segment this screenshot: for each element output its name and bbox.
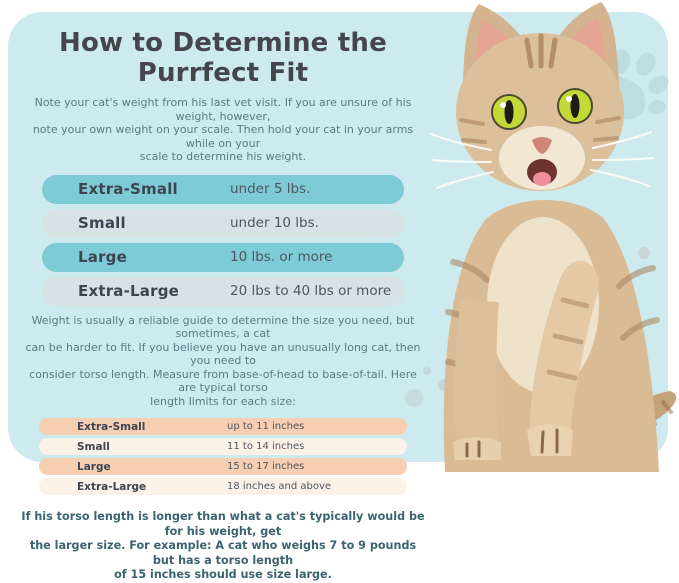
weight-size-table: Extra-Small under 5 lbs. Small under 10 … bbox=[20, 174, 426, 306]
size-label: Extra-Small bbox=[78, 180, 178, 198]
weight-table-row: Extra-Small under 5 lbs. bbox=[42, 174, 404, 204]
torso-table-row: Extra-Large 18 inches and above bbox=[39, 478, 407, 495]
weight-value: under 5 lbs. bbox=[230, 181, 311, 197]
torso-table-row: Extra-Small up to 11 inches bbox=[39, 418, 407, 435]
intro-paragraph: Note your cat's weight from his last vet… bbox=[32, 96, 414, 163]
torso-table-row: Small 11 to 14 inches bbox=[39, 438, 407, 455]
size-label: Small bbox=[78, 214, 126, 232]
weight-value: 10 lbs. or more bbox=[230, 249, 333, 265]
size-label: Small bbox=[77, 440, 110, 453]
cat-photo bbox=[430, 2, 677, 472]
weight-table-row: Small under 10 lbs. bbox=[42, 208, 404, 238]
size-label: Large bbox=[77, 460, 111, 473]
torso-value: 11 to 14 inches bbox=[227, 441, 305, 452]
info-column: How to Determine the Purrfect Fit Note y… bbox=[20, 12, 426, 583]
torso-value: up to 11 inches bbox=[227, 421, 305, 432]
torso-table-row: Large 15 to 17 inches bbox=[39, 458, 407, 475]
decorative-dot bbox=[423, 367, 431, 375]
weight-value: 20 lbs to 40 lbs or more bbox=[230, 283, 392, 299]
weight-table-row: Large 10 lbs. or more bbox=[42, 242, 404, 272]
page-title: How to Determine the Purrfect Fit bbox=[59, 28, 387, 88]
size-label: Large bbox=[78, 248, 127, 266]
weight-table-row: Extra-Large 20 lbs to 40 lbs or more bbox=[42, 276, 404, 306]
torso-value: 18 inches and above bbox=[227, 481, 332, 492]
decorative-dot bbox=[405, 389, 423, 407]
decorative-dot bbox=[638, 247, 650, 259]
size-label: Extra-Large bbox=[77, 480, 147, 493]
torso-value: 15 to 17 inches bbox=[227, 461, 305, 472]
torso-length-table: Extra-Small up to 11 inches Small 11 to … bbox=[20, 418, 426, 495]
weight-value: under 10 lbs. bbox=[230, 215, 319, 231]
footer-paragraph: If his torso length is longer than what … bbox=[21, 510, 425, 581]
size-label: Extra-Large bbox=[78, 282, 180, 300]
size-label: Extra-Small bbox=[77, 420, 146, 433]
torso-paragraph: Weight is usually a reliable guide to de… bbox=[25, 313, 421, 408]
